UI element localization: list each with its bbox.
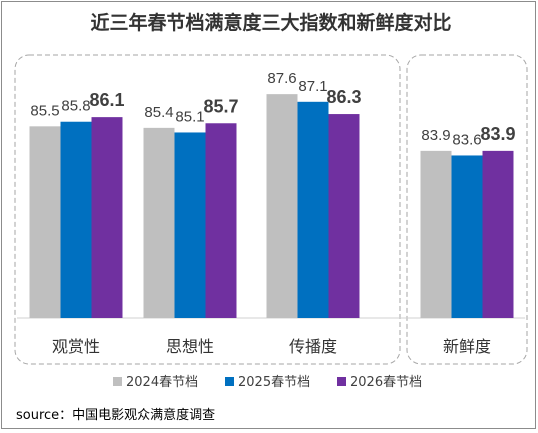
group-boxes [14,54,528,365]
bar-3-0 [420,150,452,318]
value-label-0-2: 86.1 [89,90,124,110]
bar-2-2 [328,114,360,318]
bar-2-0 [266,94,298,318]
group-box-indices [14,54,401,365]
category-label-1: 思想性 [166,337,214,356]
value-label-0-0: 85.5 [30,102,59,119]
value-label-3-2: 83.9 [480,124,515,144]
source-note: source：中国电影观众满意度调查 [16,407,215,423]
bar-1-1 [174,132,206,318]
legend-swatch-1 [225,377,234,386]
category-labels: 观赏性 思想性 传播度 新鲜度 [52,337,491,356]
bar-0-2 [91,117,123,318]
value-labels: 85.5 85.886.1 85.4 85.185.7 87.6 87.186.3 83.9… [30,70,515,148]
value-label-3-0: 83.9 [421,127,450,144]
legend-label-2: 2026春节档 [350,375,422,390]
value-label-0-1: 85.8 [61,98,90,115]
legend-label-0: 2024春节档 [126,375,198,390]
legend-swatch-0 [113,377,122,386]
bar-0-0 [29,126,61,318]
legend-label-1: 2025春节档 [238,375,310,390]
value-label-1-2: 85.7 [203,96,238,116]
legend: 2024春节档 2025春节档 2026春节档 [113,375,422,390]
value-label-2-1: 87.1 [298,78,327,95]
bars [29,94,514,319]
value-label-1-0: 85.4 [144,104,173,121]
bar-2-1 [297,101,329,318]
value-label-1-1: 85.1 [175,108,204,125]
category-label-3: 新鲜度 [443,337,491,356]
category-label-0: 观赏性 [52,337,100,356]
category-label-2: 传播度 [289,337,337,356]
bar-1-2 [205,123,237,319]
legend-swatch-2 [337,377,346,386]
bar-0-1 [60,121,92,318]
value-label-3-1: 83.6 [452,131,481,148]
bar-1-0 [143,127,175,318]
bar-3-2 [482,150,514,318]
chart-title: 近三年春节档满意度三大指数和新鲜度对比 [90,11,451,34]
value-label-2-0: 87.6 [267,70,296,87]
value-label-2-2: 86.3 [326,87,361,107]
bar-3-1 [451,155,483,318]
